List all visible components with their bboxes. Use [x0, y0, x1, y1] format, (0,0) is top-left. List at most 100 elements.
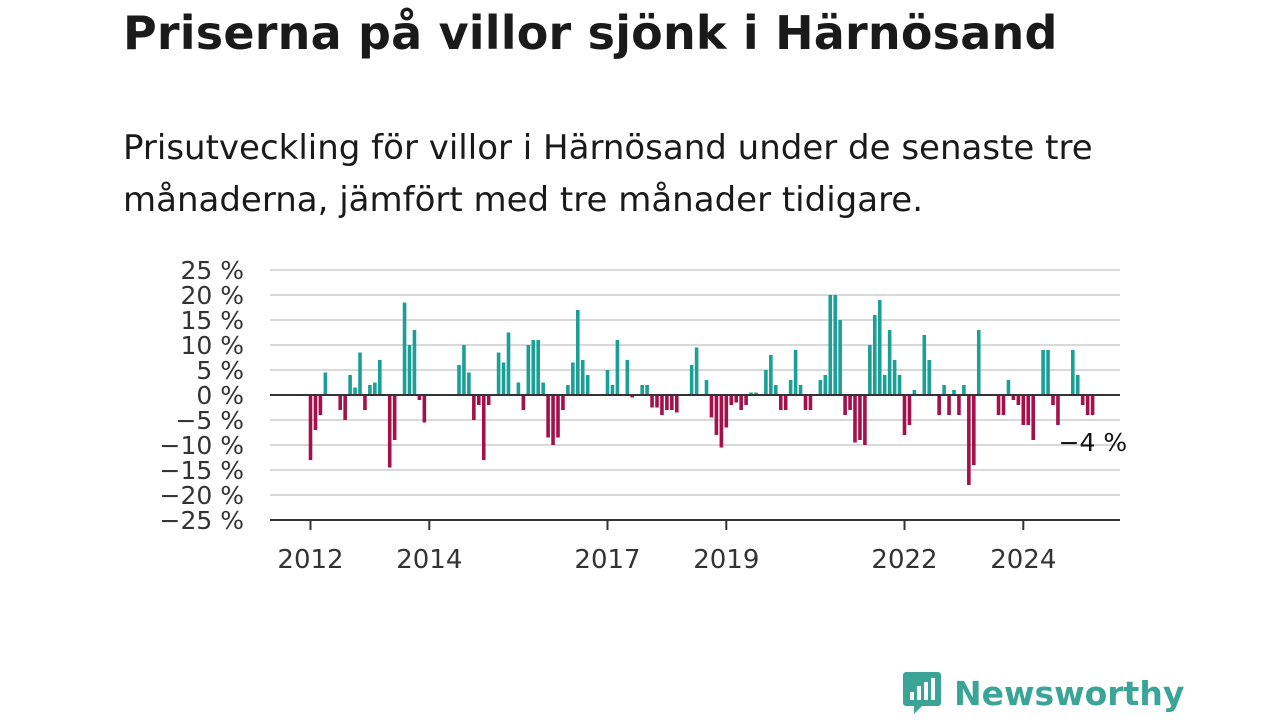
bar [313, 395, 318, 430]
bar [373, 382, 377, 395]
bar [1056, 395, 1060, 425]
bar [1051, 395, 1055, 405]
bar [536, 340, 540, 395]
bar [1001, 395, 1006, 415]
bar [640, 385, 644, 395]
bar [788, 380, 793, 395]
bar [457, 365, 461, 395]
bar [967, 395, 971, 485]
bar [848, 395, 852, 410]
bar [793, 350, 798, 395]
bar [521, 395, 526, 410]
y-tick-label: −10 % [160, 431, 244, 460]
bar [704, 380, 709, 395]
bar [952, 390, 956, 395]
bar [803, 395, 808, 410]
bar [1026, 395, 1031, 425]
bar [506, 332, 511, 395]
bar [541, 382, 545, 395]
bar [1046, 350, 1050, 395]
y-tick-label: 10 % [180, 331, 244, 360]
bar [877, 300, 882, 395]
bar [551, 395, 555, 445]
bar [348, 375, 352, 395]
bar [769, 355, 773, 395]
bar [887, 330, 892, 395]
y-tick-label: −5 % [175, 406, 244, 435]
y-tick-label: −15 % [160, 456, 244, 485]
bar [972, 395, 976, 465]
bar [882, 375, 887, 395]
bar [996, 395, 1001, 415]
bar [665, 395, 669, 410]
y-tick-label: 25 % [180, 256, 244, 285]
bar [873, 315, 877, 395]
bar [744, 395, 748, 405]
x-tick-label: 2017 [574, 545, 640, 575]
bars [308, 295, 1095, 485]
bar [694, 347, 699, 395]
bar [412, 330, 417, 395]
bar [501, 362, 506, 395]
bar [1041, 350, 1045, 395]
bar [615, 340, 620, 395]
bar [739, 395, 743, 410]
bar [907, 395, 912, 425]
bar [778, 395, 783, 410]
bar [838, 320, 842, 395]
bar [828, 295, 833, 395]
bar [783, 395, 788, 410]
x-axis-labels: 2012 2014 2017 2019 2022 2024 [277, 520, 1056, 575]
y-axis-labels: 25 %20 %15 %10 %5 %0 %−5 %−10 %−15 %−20 … [160, 256, 244, 535]
bar [1075, 375, 1080, 395]
bar [942, 385, 946, 395]
y-tick-label: −20 % [160, 481, 244, 510]
bar [378, 360, 382, 395]
bar [833, 295, 837, 395]
bar [353, 387, 357, 395]
bar [472, 395, 476, 420]
y-tick-label: 5 % [196, 356, 244, 385]
bar [407, 345, 412, 395]
bar [734, 395, 738, 403]
x-tick-label: 2022 [871, 545, 937, 575]
bar [962, 385, 966, 395]
bar [729, 395, 734, 405]
bar [308, 395, 313, 460]
brand-logo[interactable]: Newsworthy [902, 670, 1184, 716]
bar [556, 395, 560, 438]
bar [417, 395, 422, 400]
bar [546, 395, 550, 438]
bar [585, 375, 590, 395]
bar [937, 395, 941, 415]
bar [1071, 350, 1075, 395]
bar [467, 372, 471, 395]
bar [477, 395, 481, 405]
bar [363, 395, 367, 410]
bar [927, 360, 932, 395]
bar [610, 385, 615, 395]
chart-subtitle: Prisutveckling för villor i Härnösand un… [123, 128, 1093, 220]
bar [764, 370, 768, 395]
bar [853, 395, 857, 443]
y-tick-label: 0 % [196, 381, 244, 410]
bar [1085, 395, 1090, 415]
bar [655, 395, 659, 408]
bar [580, 360, 585, 395]
bar [630, 395, 635, 398]
bar [749, 392, 753, 395]
bar [645, 385, 649, 395]
bar [774, 385, 778, 395]
bar [462, 345, 466, 395]
bar [1021, 395, 1026, 425]
bar [714, 395, 719, 435]
bar [1011, 395, 1016, 400]
bar [947, 395, 951, 415]
bar [571, 362, 575, 395]
bar [724, 395, 729, 428]
x-tick-label: 2019 [693, 545, 759, 575]
bar [922, 335, 927, 395]
x-tick-label: 2024 [990, 545, 1056, 575]
bar [798, 385, 803, 395]
